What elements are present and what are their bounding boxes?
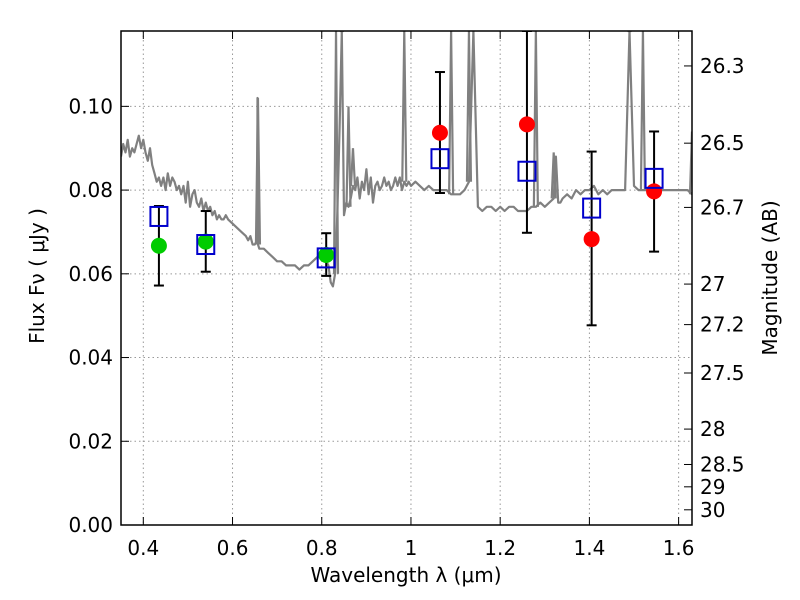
y2-tick-label: 28 [700, 417, 725, 441]
y-tick-label: 0.06 [68, 262, 113, 286]
x-tick-label: 1.2 [484, 536, 516, 560]
x-tick-label: 1 [405, 536, 418, 560]
y-tick-label: 0.02 [68, 429, 113, 453]
red-data-point [518, 116, 535, 133]
x-tick-label: 0.4 [127, 536, 159, 560]
plot-area [121, 31, 692, 327]
y2-tick-label: 27.2 [700, 313, 745, 337]
spectrum-spike [688, 131, 692, 195]
red-data-point [431, 124, 448, 141]
y-tick-label: 0.04 [68, 346, 113, 370]
green-data-point [150, 237, 167, 254]
green-data-point [318, 246, 335, 263]
y2-tick-label: 30 [700, 498, 725, 522]
plot-background [121, 31, 692, 525]
x-tick-label: 0.8 [306, 536, 338, 560]
y2-axis-label: Magnitude (AB) [758, 200, 782, 355]
model-square-point [644, 167, 664, 189]
spectrum-spike [332, 31, 340, 274]
y2-tick-label: 29 [700, 475, 725, 499]
y-tick-labels: 0.00 0.02 0.04 0.06 0.08 0.10 [68, 94, 113, 537]
y-axis-label: Flux Fν ( μJy ) [25, 208, 49, 344]
y2-tick-label: 27 [700, 272, 725, 296]
spectrum-spike [550, 152, 557, 199]
model-square-point [517, 160, 537, 182]
model-square-point [430, 148, 450, 170]
axis-ticks [121, 31, 692, 526]
plot-frame [120, 30, 693, 526]
y-tick-label: 0.10 [68, 94, 113, 118]
y2-tick-label: 26.3 [700, 54, 745, 78]
y-tick-label: 0.00 [68, 513, 113, 537]
spectrum-spike [465, 31, 473, 182]
x-tick-label: 1.6 [663, 536, 695, 560]
red-data-point [646, 183, 663, 200]
y2-tick-label: 26.7 [700, 195, 745, 219]
markers [149, 116, 664, 269]
spectrum-spike [639, 31, 647, 191]
spectrum-spike [345, 106, 352, 207]
model-spectrum [121, 31, 692, 288]
y2-tick-label: 26.5 [700, 131, 745, 155]
spectrum-spike [401, 31, 408, 182]
spectrum-spike [448, 31, 455, 195]
model-square-point [149, 205, 169, 227]
spectrum-spike [254, 97, 262, 245]
y-tick-label: 0.08 [68, 178, 113, 202]
y2-tick-label: 27.5 [700, 361, 745, 385]
spectrum-spike [349, 148, 357, 186]
green-data-point [197, 233, 214, 250]
x-tick-label: 0.6 [217, 536, 249, 560]
model-square-point [316, 247, 336, 269]
y2-tick-label: 28.5 [700, 452, 745, 476]
x-tick-labels: 0.4 0.6 0.8 1 1.2 1.4 1.6 [127, 536, 694, 560]
spectrum-spike [532, 31, 539, 207]
red-data-point [583, 231, 600, 248]
spectrum-line [121, 31, 692, 288]
model-square-point [196, 234, 216, 256]
model-square-point [582, 197, 602, 219]
x-axis-label: Wavelength λ (μm) [310, 563, 501, 587]
x-tick-label: 1.4 [573, 536, 605, 560]
